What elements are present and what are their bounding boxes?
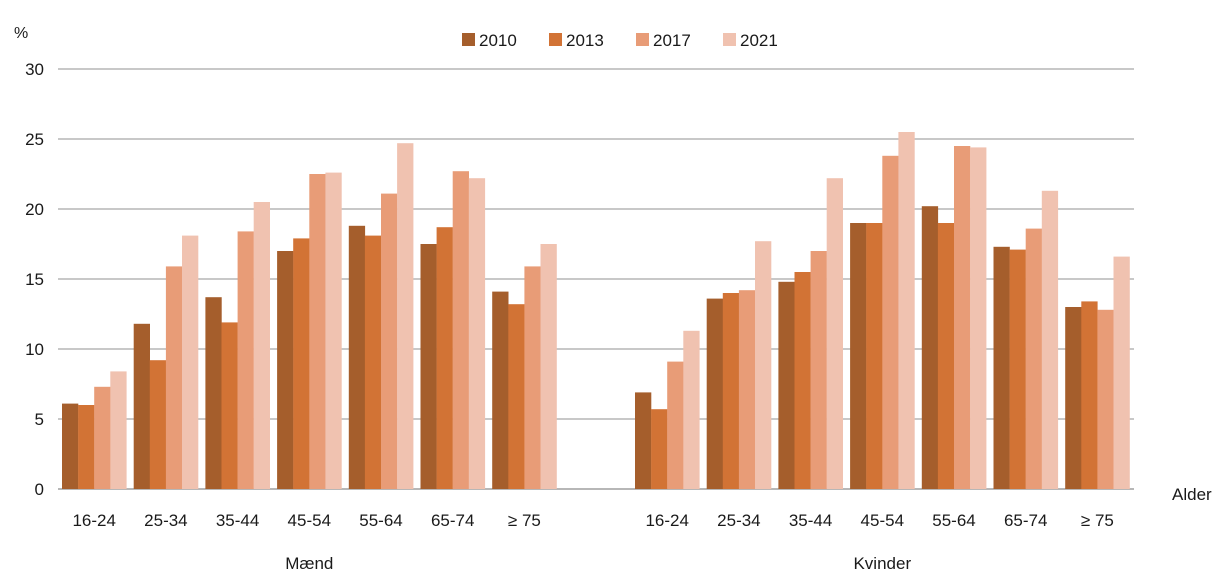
x-tick-label: 65-74 <box>1004 511 1047 530</box>
x-tick-label: ≥ 75 <box>1081 511 1114 530</box>
bar <box>1097 309 1114 489</box>
bar <box>683 330 700 489</box>
bar <box>1065 307 1082 489</box>
x-tick-label: 55-64 <box>932 511 975 530</box>
bar <box>738 290 756 489</box>
bar <box>1009 249 1026 489</box>
x-tick-label: 35-44 <box>216 511 259 530</box>
bar <box>149 360 167 489</box>
bar <box>452 171 469 489</box>
y-tick-label: 10 <box>25 340 44 359</box>
legend-swatch <box>462 33 475 46</box>
bar <box>397 143 414 489</box>
bar <box>420 244 437 489</box>
bar <box>524 266 541 489</box>
bar <box>667 361 684 489</box>
bar <box>62 403 79 489</box>
y-tick-labels: 0 5 10 15 20 25 30 <box>25 60 44 499</box>
bar <box>325 172 342 489</box>
bar <box>436 227 453 489</box>
x-tick-labels: 16-24 25-34 35-44 45-54 55-64 65-74 ≥ 75 16-24 2… <box>72 511 1113 530</box>
x-tick-label: 16-24 <box>645 511 688 530</box>
x-tick-label: 16-24 <box>72 511 115 530</box>
bar <box>810 251 827 489</box>
x-tick-label: 55-64 <box>359 511 402 530</box>
legend-label: 2013 <box>566 31 604 50</box>
bar <box>492 291 509 489</box>
bar <box>309 174 326 489</box>
legend-label: 2021 <box>740 31 778 50</box>
bar <box>970 147 987 489</box>
bar <box>293 238 310 489</box>
group-label: Mænd <box>285 554 333 573</box>
bar <box>921 206 939 489</box>
bar <box>508 304 525 489</box>
bar <box>722 293 740 489</box>
legend-swatch <box>549 33 562 46</box>
bar <box>110 371 127 489</box>
bars <box>62 132 1130 490</box>
bar <box>94 386 111 489</box>
bar <box>78 405 95 489</box>
legend-label: 2010 <box>479 31 517 50</box>
legend-label: 2017 <box>653 31 691 50</box>
bar <box>954 146 971 489</box>
y-tick-label: 30 <box>25 60 44 79</box>
y-tick-label: 5 <box>35 410 44 429</box>
bar <box>237 231 254 489</box>
x-tick-label: 25-34 <box>717 511 760 530</box>
x-tick-label: 45-54 <box>288 511 331 530</box>
bar <box>635 392 652 489</box>
bar <box>850 223 867 489</box>
legend-swatch <box>723 33 736 46</box>
bar <box>794 272 811 489</box>
bar <box>1041 190 1059 490</box>
bar <box>381 193 398 489</box>
legend-swatch <box>636 33 649 46</box>
bar <box>1025 228 1042 489</box>
x-tick-label: 45-54 <box>861 511 904 530</box>
bar <box>364 235 382 489</box>
bar <box>651 409 668 489</box>
bar <box>133 323 150 489</box>
x-tick-label: 65-74 <box>431 511 474 530</box>
bar <box>755 241 772 489</box>
bar <box>205 297 222 489</box>
bar <box>882 155 899 490</box>
y-axis-label: % <box>14 25 28 42</box>
bar <box>221 322 238 489</box>
bar <box>706 298 723 489</box>
bar <box>778 281 795 489</box>
bar <box>540 244 557 489</box>
group-labels: Mænd Kvinder <box>285 554 911 573</box>
bar <box>866 223 883 489</box>
bar <box>253 202 270 489</box>
bar <box>1113 256 1130 489</box>
bar <box>165 266 183 489</box>
y-tick-label: 25 <box>25 130 44 149</box>
x-tick-label: ≥ 75 <box>508 511 541 530</box>
bar <box>898 132 915 489</box>
y-tick-label: 20 <box>25 200 44 219</box>
bar <box>277 251 294 489</box>
bar <box>1081 301 1098 489</box>
x-tick-label: 25-34 <box>144 511 187 530</box>
group-label: Kvinder <box>853 554 911 573</box>
bar <box>937 223 955 489</box>
x-tick-label: 35-44 <box>789 511 832 530</box>
legend: 2010 2013 2017 2021 <box>462 31 778 50</box>
y-tick-label: 15 <box>25 270 44 289</box>
x-axis-label: Alder <box>1172 485 1212 504</box>
bar <box>826 178 843 489</box>
bar <box>182 235 199 489</box>
bar <box>468 178 486 489</box>
bar <box>993 246 1010 489</box>
bar <box>348 225 366 490</box>
y-tick-label: 0 <box>35 480 44 499</box>
